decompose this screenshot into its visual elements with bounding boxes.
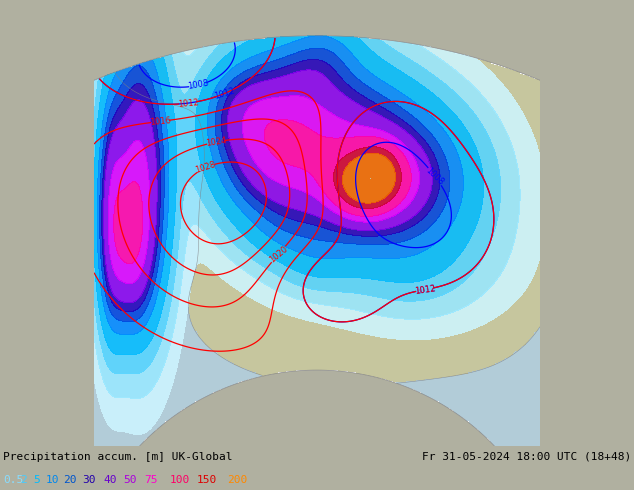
Text: 1028: 1028 xyxy=(195,160,217,175)
Text: 2: 2 xyxy=(20,475,27,485)
Text: 50: 50 xyxy=(124,475,137,485)
Text: 1016: 1016 xyxy=(149,116,171,127)
Text: 10: 10 xyxy=(46,475,59,485)
Text: 1012: 1012 xyxy=(214,86,236,100)
Text: 20: 20 xyxy=(63,475,77,485)
Text: 1012: 1012 xyxy=(414,284,436,295)
Text: 1024: 1024 xyxy=(205,136,227,148)
Text: Precipitation accum. [m] UK-Global: Precipitation accum. [m] UK-Global xyxy=(3,452,233,462)
Polygon shape xyxy=(0,36,634,490)
Text: 200: 200 xyxy=(227,475,247,485)
Text: 40: 40 xyxy=(103,475,117,485)
Text: 1008: 1008 xyxy=(424,166,446,187)
Text: 150: 150 xyxy=(197,475,217,485)
Text: 0.5: 0.5 xyxy=(3,475,23,485)
Text: 1020: 1020 xyxy=(268,244,289,264)
Text: 30: 30 xyxy=(82,475,96,485)
Text: 100: 100 xyxy=(170,475,190,485)
Text: 1008: 1008 xyxy=(187,79,209,91)
Text: 1012: 1012 xyxy=(414,284,436,295)
Text: 1012: 1012 xyxy=(177,98,199,108)
Text: 75: 75 xyxy=(145,475,158,485)
Text: 5: 5 xyxy=(33,475,40,485)
Text: Fr 31-05-2024 18:00 UTC (18+48): Fr 31-05-2024 18:00 UTC (18+48) xyxy=(422,452,631,462)
